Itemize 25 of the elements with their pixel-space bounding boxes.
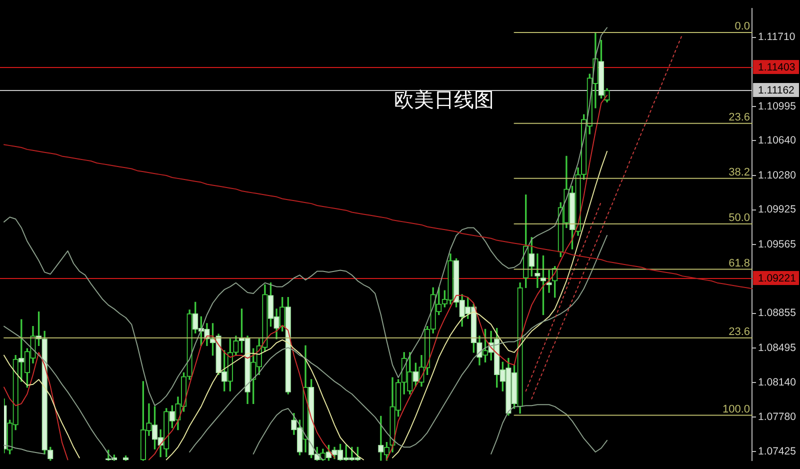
ref-line-label: 1.09221 <box>758 272 796 284</box>
candlestick <box>534 254 540 288</box>
y-tick-label: 1.10995 <box>758 100 796 112</box>
series-label: 50.0 <box>728 212 750 224</box>
y-tick-label: 1.09925 <box>758 204 796 216</box>
series-label: 0.0 <box>734 20 750 32</box>
ref-line-label: 1.11162 <box>758 84 795 96</box>
y-tick-label: 1.07780 <box>758 411 796 424</box>
y-tick-label: 1.10280 <box>758 169 796 182</box>
text: 欧美日线图 <box>394 88 494 112</box>
y-tick-label: 1.08140 <box>758 376 796 388</box>
y-tick-label: 1.09565 <box>758 238 796 251</box>
ref-line-label: 1.11403 <box>758 61 796 74</box>
y-tick-label: 1.08855 <box>758 307 796 320</box>
series-label: 100.0 <box>722 403 750 416</box>
y-tick-label: 1.11710 <box>758 31 796 44</box>
y-tick-label: 1.07425 <box>758 445 796 458</box>
line-series <box>525 201 602 392</box>
y-tick-label: 1.08495 <box>758 342 796 354</box>
y-tick-label: 1.10640 <box>758 134 796 147</box>
series-label: 38.2 <box>728 166 750 178</box>
line-series <box>531 34 683 400</box>
series-label: 23.6 <box>728 326 750 338</box>
series-label: 61.8 <box>728 257 750 270</box>
series-label: 23.6 <box>728 111 750 124</box>
